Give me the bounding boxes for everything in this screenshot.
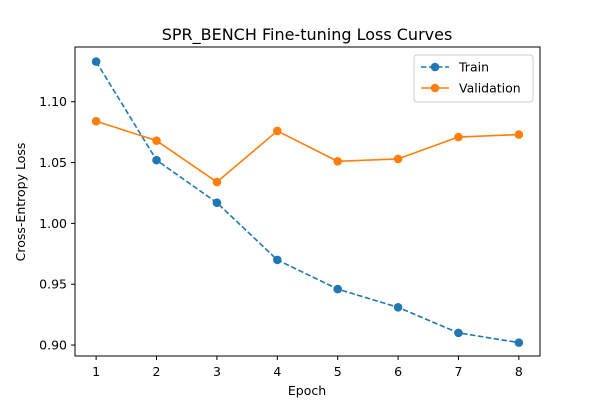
x-tick-label: 2 [153,364,161,379]
x-tick-label: 8 [515,364,523,379]
validation-point [273,126,282,136]
plot-frame [74,46,541,357]
validation-point [393,154,403,164]
train-point [393,303,403,312]
legend-marker-validation [430,83,440,93]
legend-label-train: Train [458,60,489,75]
train-point [152,155,161,165]
train-point [273,255,282,265]
x-tick-label: 6 [394,364,402,379]
validation-point [333,157,342,166]
y-tick-label: 1.00 [39,216,67,231]
validation-point [454,132,463,142]
train-line [95,61,519,344]
x-tick-label: 3 [213,364,221,379]
chart-title: SPR_BENCH Fine-tuning Loss Curves [162,25,453,45]
legend-marker-train [430,62,440,72]
y-tick-label: 0.95 [39,277,67,292]
y-axis-label: Cross-Entropy Loss [13,143,28,262]
validation-point [91,116,101,126]
train-point [514,338,524,347]
x-tick-label: 4 [273,364,281,379]
x-axis: 1 2 3 4 5 6 7 8 [92,356,523,379]
y-tick-label: 1.05 [39,155,67,170]
train-point [333,284,342,294]
series-layer [91,57,524,347]
x-tick-label: 1 [92,364,100,379]
x-axis-label: Epoch [288,383,326,398]
legend-box [413,54,534,103]
plot-area [74,46,541,357]
train-point [91,57,101,66]
validation-point [212,177,222,187]
validation-point [152,136,161,145]
validation-line [95,120,519,183]
x-tick-label: 7 [454,364,462,379]
y-tick-label: 1.10 [39,94,67,109]
validation-point [514,130,524,139]
legend-label-validation: Validation [459,81,521,96]
x-tick-label: 5 [334,364,342,379]
y-axis: 0.90 0.95 1.00 1.05 1.10 [39,94,75,353]
train-point [454,328,463,338]
y-tick-label: 0.90 [39,338,67,353]
legend: Train Validation [413,54,534,103]
train-point [212,198,222,208]
